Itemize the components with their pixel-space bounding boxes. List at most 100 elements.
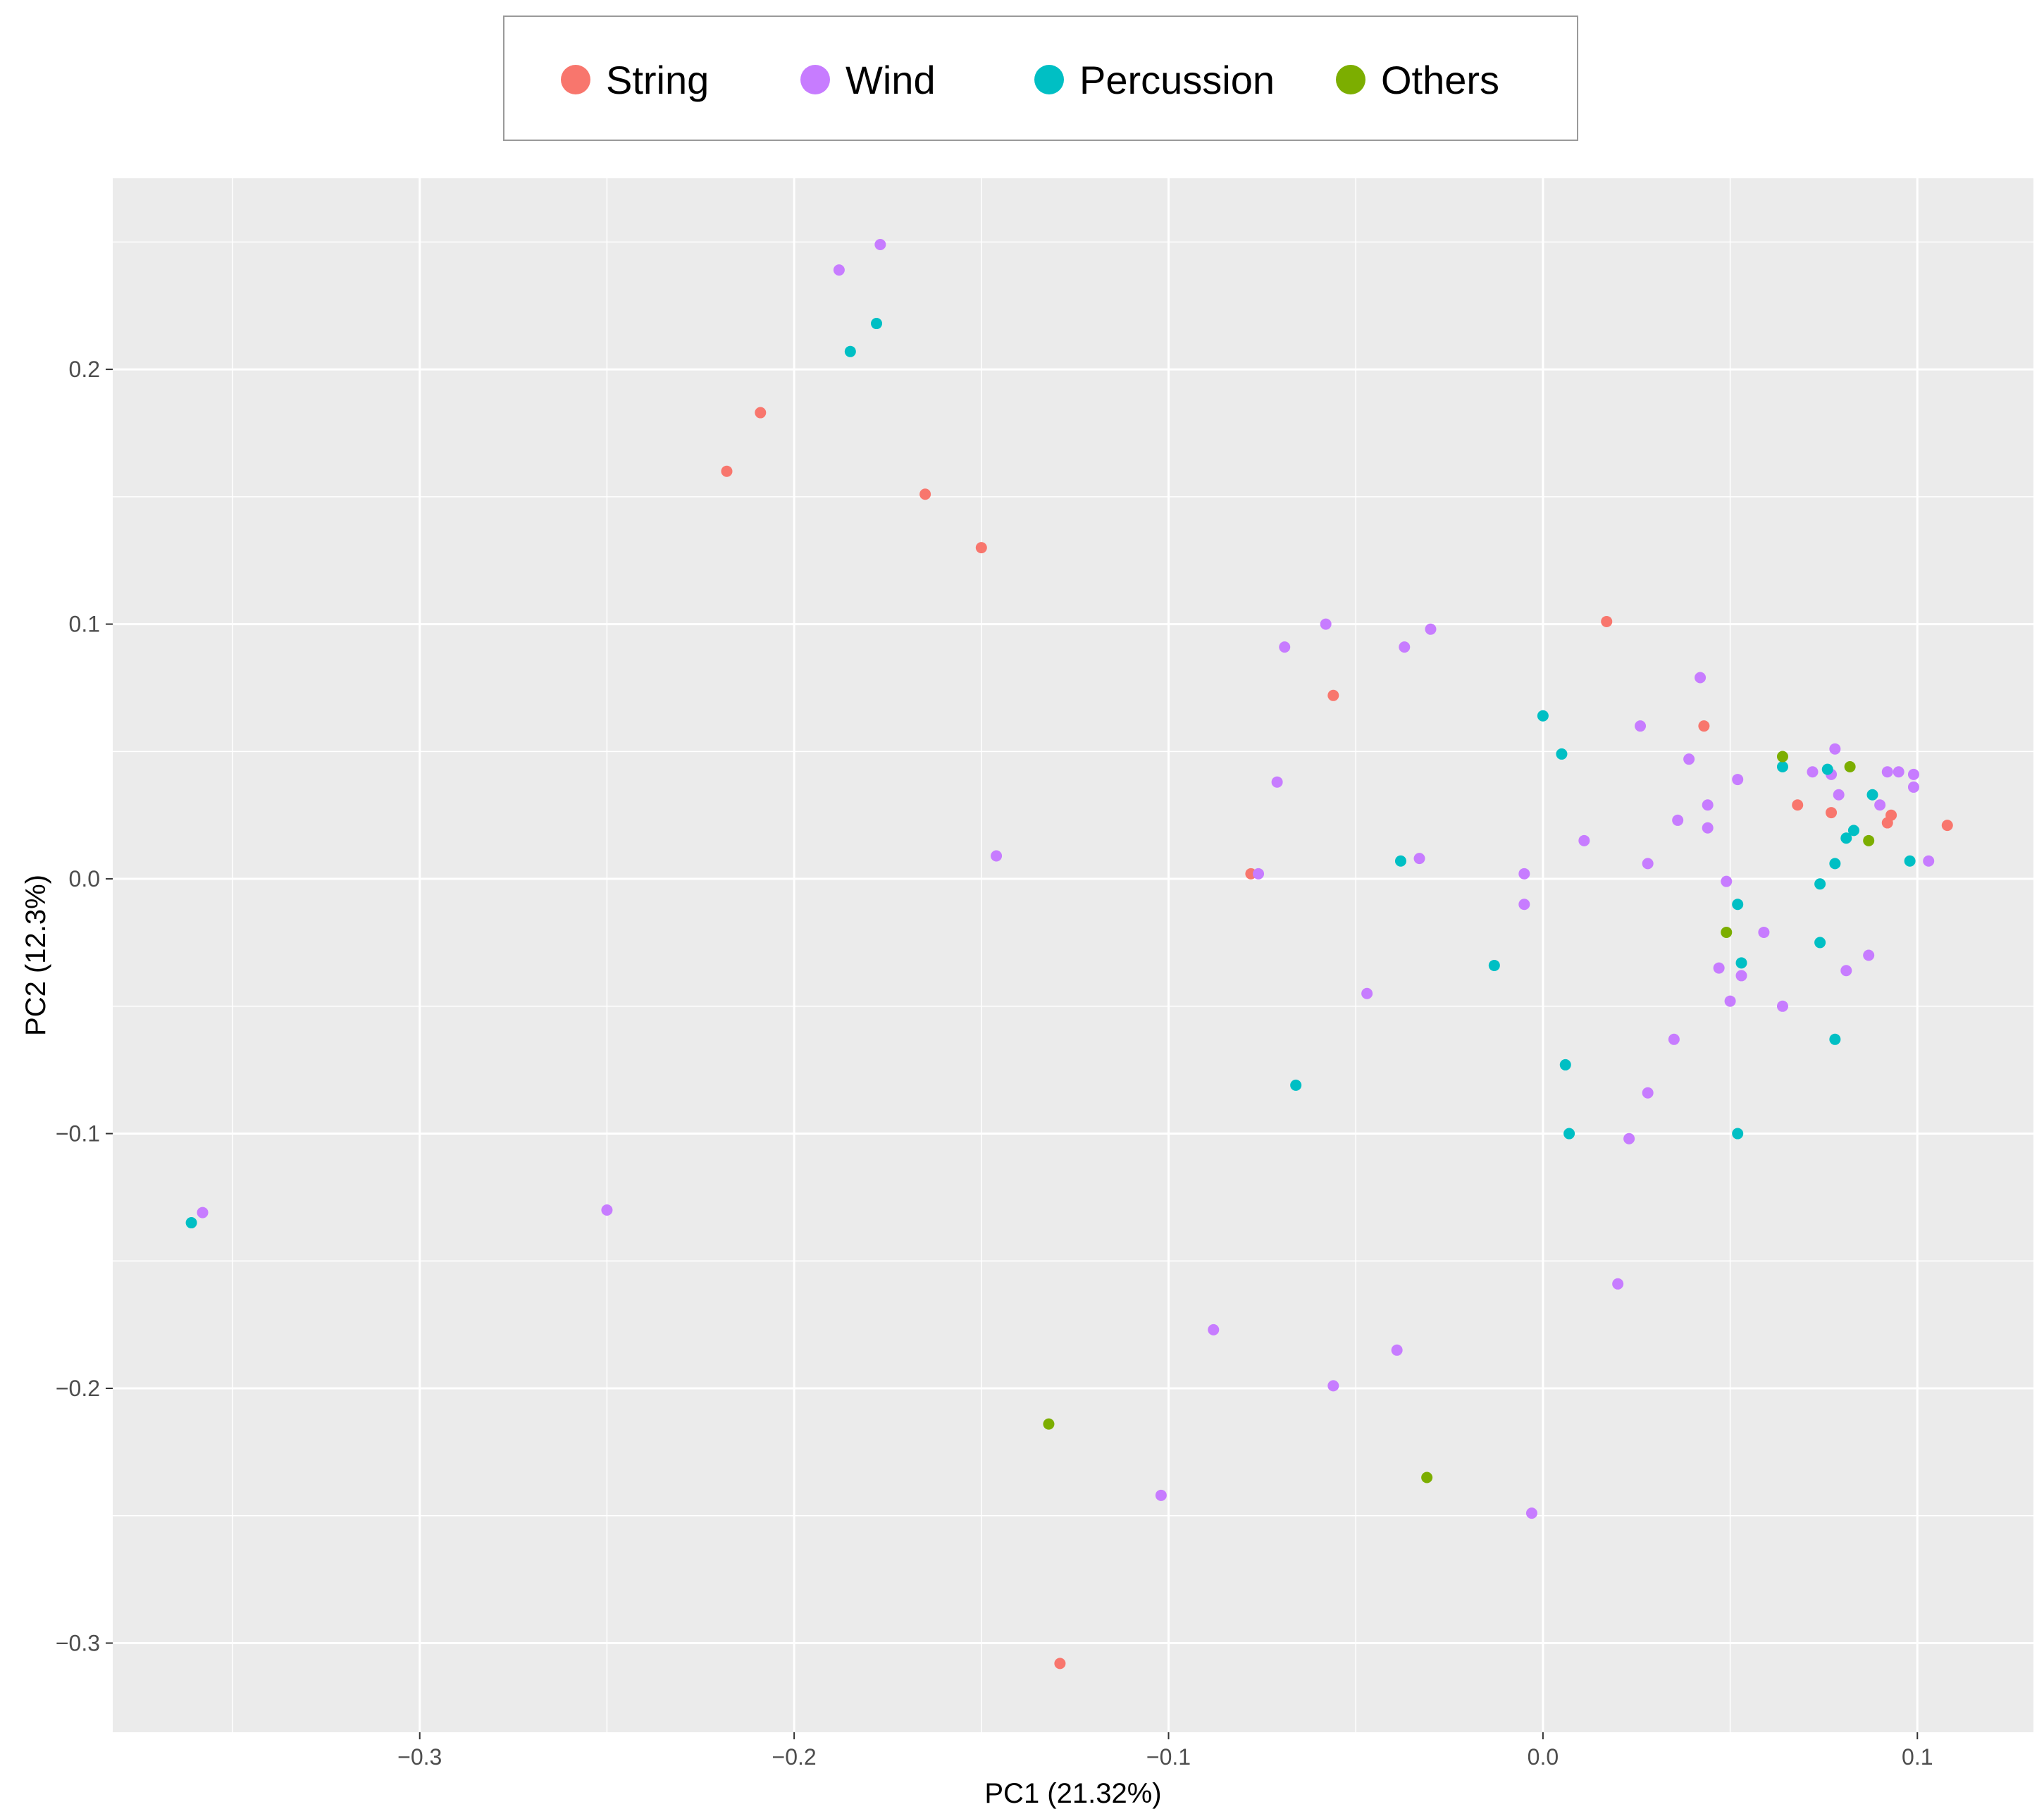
point-wind <box>1391 1344 1403 1356</box>
point-wind <box>1683 753 1695 765</box>
point-wind <box>1635 720 1647 732</box>
legend-item-string[interactable]: String <box>561 17 709 142</box>
point-percussion <box>1732 1128 1744 1140</box>
point-percussion <box>1735 957 1747 969</box>
point-wind <box>1668 1033 1680 1045</box>
legend-key-string <box>561 65 590 94</box>
point-others <box>1863 834 1875 846</box>
minor-gridlines <box>113 178 2033 1732</box>
point-string <box>919 488 931 500</box>
point-wind <box>1721 875 1733 887</box>
point-percussion <box>1814 878 1826 890</box>
y-tick-label: −0.1 <box>56 1121 100 1147</box>
point-percussion <box>1829 858 1841 870</box>
legend-label-wind: Wind <box>846 57 936 102</box>
point-wind <box>1776 1000 1788 1012</box>
y-tick-label: 0.2 <box>69 357 100 382</box>
data-points <box>185 238 1953 1670</box>
point-wind <box>1732 774 1744 786</box>
point-wind <box>1413 853 1425 865</box>
point-percussion <box>185 1217 197 1229</box>
legend: String Wind Percussion Others <box>503 16 1578 141</box>
point-string <box>1826 807 1838 819</box>
point-string <box>1327 689 1339 701</box>
point-string <box>975 542 987 554</box>
point-percussion <box>1537 710 1549 722</box>
legend-key-percussion <box>1034 65 1064 94</box>
major-gridlines <box>113 178 2033 1732</box>
point-wind <box>1829 743 1841 755</box>
point-wind <box>1874 799 1886 811</box>
point-wind <box>1840 965 1852 977</box>
point-wind <box>1695 672 1707 684</box>
y-tick-label: 0.1 <box>69 612 100 637</box>
legend-key-wind <box>800 65 830 94</box>
point-wind <box>1253 868 1265 880</box>
point-wind <box>991 850 1003 862</box>
point-wind <box>1612 1278 1624 1290</box>
point-wind <box>1279 641 1291 653</box>
point-percussion <box>1732 899 1744 911</box>
x-axis-title: PC1 (21.32%) <box>984 1778 1161 1809</box>
plot-panel <box>113 178 2033 1732</box>
x-tick-label: −0.2 <box>772 1744 817 1770</box>
point-wind <box>1907 768 1919 780</box>
point-percussion <box>1394 855 1406 867</box>
point-percussion <box>1829 1033 1841 1045</box>
point-percussion <box>1821 763 1833 775</box>
legend-label-others: Others <box>1381 57 1500 102</box>
point-string <box>1792 799 1804 811</box>
point-wind <box>1425 623 1437 635</box>
point-wind <box>1578 834 1590 846</box>
legend-item-percussion[interactable]: Percussion <box>1034 17 1275 142</box>
point-others <box>1844 761 1856 773</box>
point-wind <box>1361 987 1373 999</box>
legend-item-others[interactable]: Others <box>1336 17 1499 142</box>
point-wind <box>1327 1380 1339 1392</box>
point-wind <box>1525 1507 1537 1519</box>
x-axis: −0.3 −0.2 −0.1 0.0 0.1 <box>397 1732 1933 1770</box>
point-others <box>1721 926 1733 938</box>
x-tick-label: −0.3 <box>397 1744 442 1770</box>
point-percussion <box>871 318 883 330</box>
x-tick-label: 0.1 <box>1902 1744 1933 1770</box>
point-others <box>1421 1471 1433 1483</box>
legend-item-wind[interactable]: Wind <box>800 17 936 142</box>
point-wind <box>1923 855 1935 867</box>
point-wind <box>833 264 845 276</box>
point-string <box>1601 615 1613 627</box>
point-percussion <box>1814 937 1826 949</box>
point-wind <box>1208 1324 1220 1335</box>
y-tick-label: 0.0 <box>69 866 100 891</box>
point-percussion <box>1290 1079 1302 1091</box>
point-wind <box>1907 781 1919 793</box>
y-tick-label: −0.3 <box>56 1630 100 1655</box>
point-wind <box>1518 899 1530 911</box>
point-percussion <box>1776 761 1788 773</box>
point-string <box>1054 1658 1066 1670</box>
point-wind <box>1833 789 1845 801</box>
point-others <box>1776 751 1788 763</box>
legend-label-string: String <box>606 57 710 102</box>
point-percussion <box>1840 832 1852 844</box>
point-string <box>1885 809 1897 821</box>
point-wind <box>1713 962 1725 974</box>
legend-key-others <box>1336 65 1365 94</box>
point-percussion <box>1488 959 1500 971</box>
point-percussion <box>1556 748 1568 760</box>
point-percussion <box>1904 855 1916 867</box>
point-percussion <box>1847 825 1859 837</box>
point-wind <box>197 1207 209 1218</box>
point-wind <box>1807 766 1819 778</box>
point-wind <box>1881 766 1893 778</box>
point-wind <box>1320 618 1332 630</box>
point-others <box>1043 1418 1055 1430</box>
x-tick-label: −0.1 <box>1146 1744 1191 1770</box>
point-wind <box>1702 799 1714 811</box>
legend-label-percussion: Percussion <box>1079 57 1275 102</box>
point-wind <box>1758 926 1770 938</box>
x-tick-label: 0.0 <box>1528 1744 1559 1770</box>
point-wind <box>1642 858 1654 870</box>
point-wind <box>1623 1133 1635 1144</box>
point-string <box>755 407 767 419</box>
